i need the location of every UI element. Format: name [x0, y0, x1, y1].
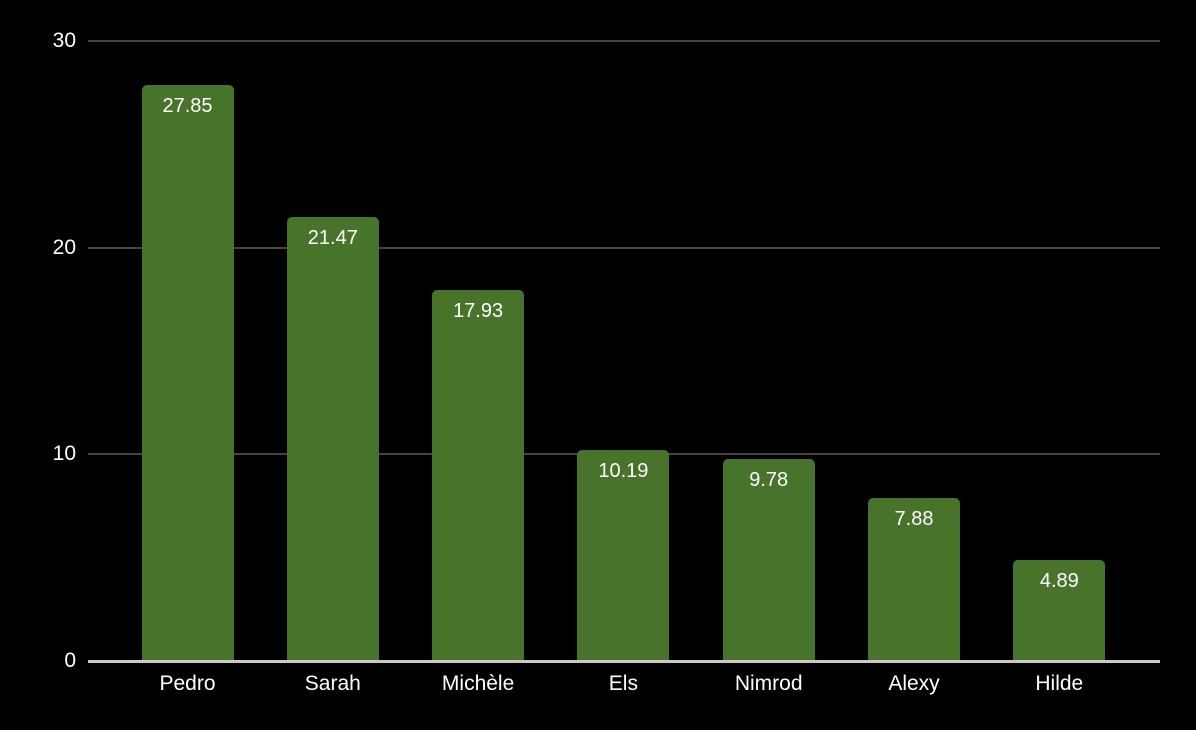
x-category-label: Michèle	[441, 672, 515, 695]
bar-value-label: 9.78	[749, 468, 789, 491]
x-category-label: Pedro	[159, 672, 216, 695]
bar-value-label: 17.93	[453, 300, 504, 323]
x-category-label: Hilde	[1035, 672, 1084, 695]
x-axis-line	[88, 660, 1160, 663]
y-tick-label: 10	[52, 442, 76, 466]
x-category-label: Sarah	[304, 672, 361, 695]
bar-value-label: 4.89	[1039, 569, 1079, 592]
bar-Sarah: 21.47	[286, 217, 379, 661]
gridline-y-30	[88, 40, 1160, 42]
bar-Pedro: 27.85	[141, 85, 234, 661]
bar-Els: 10.19	[577, 450, 670, 661]
bar-value-label: 10.19	[598, 460, 649, 483]
y-tick-label: 0	[64, 649, 76, 672]
y-tick-label: 30	[52, 29, 76, 52]
bar-value-label: 27.85	[162, 95, 213, 118]
x-category-label: Els	[608, 672, 638, 695]
gridline-y-20	[88, 246, 1160, 249]
bar-Nimrod: 9.78	[722, 458, 815, 661]
x-category-label: Nimrod	[734, 672, 803, 695]
y-tick-label: 20	[52, 235, 76, 259]
bar-value-label: 21.47	[307, 227, 358, 250]
bar-Michèle: 17.93	[432, 290, 525, 661]
x-category-label: Alexy	[888, 672, 940, 695]
bar-Alexy: 7.88	[868, 498, 960, 661]
bar-Hilde: 4.89	[1013, 559, 1106, 661]
bar-value-label: 7.88	[894, 508, 934, 531]
